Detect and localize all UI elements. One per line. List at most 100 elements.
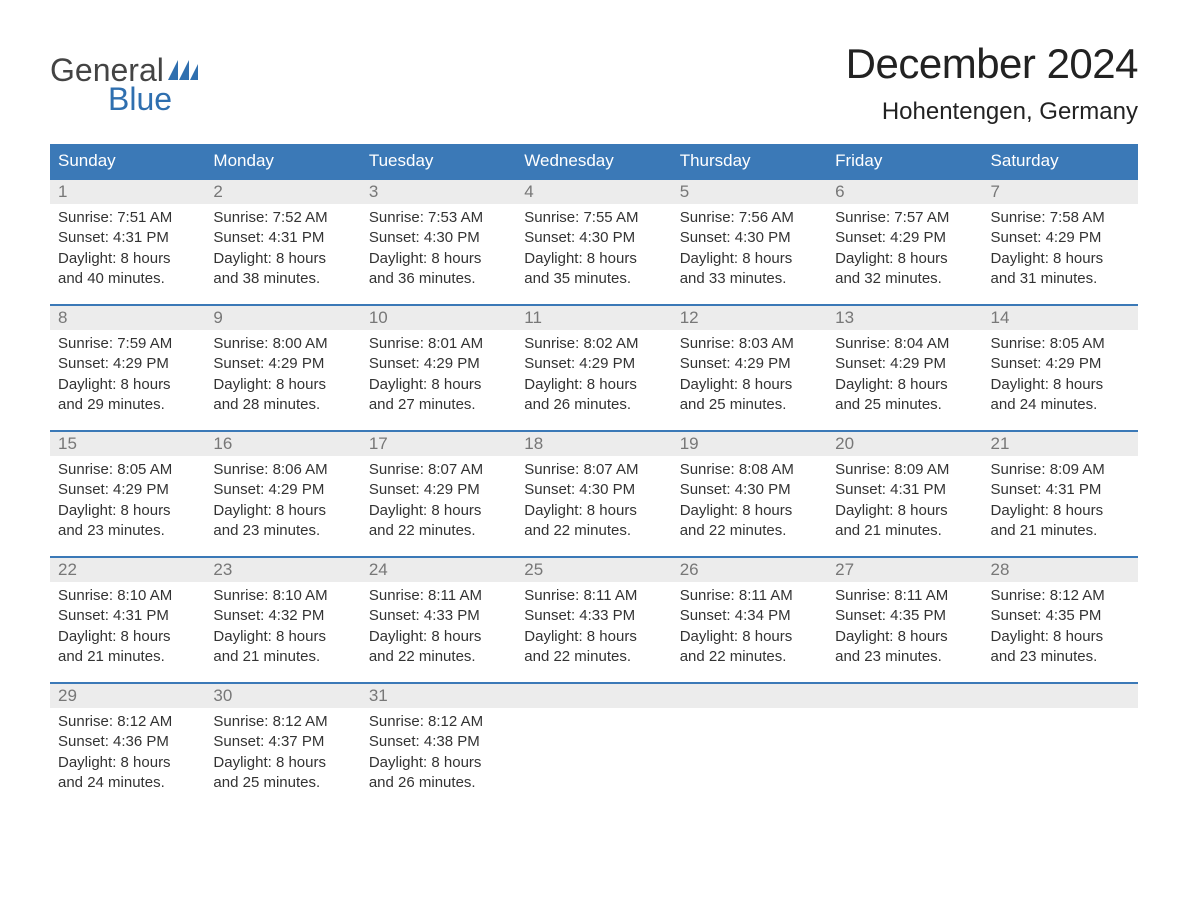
day-details: Sunrise: 8:04 AMSunset: 4:29 PMDaylight:… [827, 330, 982, 425]
day-details: Sunrise: 7:59 AMSunset: 4:29 PMDaylight:… [50, 330, 205, 425]
sunrise-text: Sunrise: 8:00 AM [213, 334, 352, 354]
day-details: Sunrise: 7:55 AMSunset: 4:30 PMDaylight:… [516, 204, 671, 299]
day-number-bar: 3 [361, 178, 516, 204]
day-number: 29 [50, 684, 205, 708]
sunset-text: Sunset: 4:29 PM [835, 228, 974, 248]
sunset-text: Sunset: 4:29 PM [835, 354, 974, 374]
calendar-cell: 19Sunrise: 8:08 AMSunset: 4:30 PMDayligh… [672, 430, 827, 556]
daylight-line1: Daylight: 8 hours [991, 627, 1130, 647]
day-details: Sunrise: 8:09 AMSunset: 4:31 PMDaylight:… [827, 456, 982, 551]
daylight-line2: and 26 minutes. [524, 395, 663, 415]
day-number-bar: . [672, 682, 827, 708]
sunrise-text: Sunrise: 7:58 AM [991, 208, 1130, 228]
daylight-line1: Daylight: 8 hours [213, 753, 352, 773]
calendar-cell: 6Sunrise: 7:57 AMSunset: 4:29 PMDaylight… [827, 178, 982, 304]
sunrise-text: Sunrise: 8:12 AM [58, 712, 197, 732]
sunset-text: Sunset: 4:30 PM [524, 228, 663, 248]
daylight-line2: and 31 minutes. [991, 269, 1130, 289]
calendar-cell: 30Sunrise: 8:12 AMSunset: 4:37 PMDayligh… [205, 682, 360, 808]
day-details: Sunrise: 8:10 AMSunset: 4:31 PMDaylight:… [50, 582, 205, 677]
daylight-line2: and 36 minutes. [369, 269, 508, 289]
sunset-text: Sunset: 4:33 PM [369, 606, 508, 626]
daylight-line2: and 22 minutes. [369, 521, 508, 541]
daylight-line1: Daylight: 8 hours [524, 627, 663, 647]
calendar-cell: 15Sunrise: 8:05 AMSunset: 4:29 PMDayligh… [50, 430, 205, 556]
daylight-line1: Daylight: 8 hours [58, 375, 197, 395]
day-details: Sunrise: 8:11 AMSunset: 4:33 PMDaylight:… [516, 582, 671, 677]
daylight-line1: Daylight: 8 hours [835, 375, 974, 395]
day-number: 3 [361, 180, 516, 204]
day-details: Sunrise: 7:56 AMSunset: 4:30 PMDaylight:… [672, 204, 827, 299]
sunrise-text: Sunrise: 8:12 AM [991, 586, 1130, 606]
sunrise-text: Sunrise: 8:03 AM [680, 334, 819, 354]
day-number: 30 [205, 684, 360, 708]
day-details: Sunrise: 8:00 AMSunset: 4:29 PMDaylight:… [205, 330, 360, 425]
sunset-text: Sunset: 4:29 PM [680, 354, 819, 374]
calendar-cell: . [983, 682, 1138, 808]
sunset-text: Sunset: 4:38 PM [369, 732, 508, 752]
calendar-cell: 4Sunrise: 7:55 AMSunset: 4:30 PMDaylight… [516, 178, 671, 304]
daylight-line1: Daylight: 8 hours [835, 249, 974, 269]
day-number: 27 [827, 558, 982, 582]
day-number: 13 [827, 306, 982, 330]
day-number-bar: 25 [516, 556, 671, 582]
col-tue: Tuesday [361, 144, 516, 178]
day-details: Sunrise: 8:05 AMSunset: 4:29 PMDaylight:… [983, 330, 1138, 425]
calendar-cell: 3Sunrise: 7:53 AMSunset: 4:30 PMDaylight… [361, 178, 516, 304]
sunset-text: Sunset: 4:29 PM [369, 354, 508, 374]
daylight-line2: and 23 minutes. [835, 647, 974, 667]
sunset-text: Sunset: 4:33 PM [524, 606, 663, 626]
day-number: 10 [361, 306, 516, 330]
sunrise-text: Sunrise: 7:56 AM [680, 208, 819, 228]
daylight-line2: and 21 minutes. [991, 521, 1130, 541]
sunset-text: Sunset: 4:32 PM [213, 606, 352, 626]
day-number: 15 [50, 432, 205, 456]
daylight-line2: and 22 minutes. [369, 647, 508, 667]
sunset-text: Sunset: 4:29 PM [369, 480, 508, 500]
day-details: Sunrise: 8:11 AMSunset: 4:35 PMDaylight:… [827, 582, 982, 677]
calendar-row: 22Sunrise: 8:10 AMSunset: 4:31 PMDayligh… [50, 556, 1138, 682]
day-number-bar: 22 [50, 556, 205, 582]
col-mon: Monday [205, 144, 360, 178]
daylight-line1: Daylight: 8 hours [213, 249, 352, 269]
calendar-cell: . [672, 682, 827, 808]
day-number-bar: 24 [361, 556, 516, 582]
daylight-line1: Daylight: 8 hours [58, 627, 197, 647]
sunset-text: Sunset: 4:34 PM [680, 606, 819, 626]
calendar-cell: 2Sunrise: 7:52 AMSunset: 4:31 PMDaylight… [205, 178, 360, 304]
calendar-cell: 10Sunrise: 8:01 AMSunset: 4:29 PMDayligh… [361, 304, 516, 430]
daylight-line1: Daylight: 8 hours [524, 249, 663, 269]
col-thu: Thursday [672, 144, 827, 178]
sunset-text: Sunset: 4:31 PM [991, 480, 1130, 500]
daylight-line2: and 28 minutes. [213, 395, 352, 415]
calendar-cell: 22Sunrise: 8:10 AMSunset: 4:31 PMDayligh… [50, 556, 205, 682]
calendar-cell: 8Sunrise: 7:59 AMSunset: 4:29 PMDaylight… [50, 304, 205, 430]
day-details: Sunrise: 8:06 AMSunset: 4:29 PMDaylight:… [205, 456, 360, 551]
daylight-line1: Daylight: 8 hours [369, 753, 508, 773]
sunrise-text: Sunrise: 8:11 AM [524, 586, 663, 606]
day-details: Sunrise: 8:11 AMSunset: 4:34 PMDaylight:… [672, 582, 827, 677]
sunset-text: Sunset: 4:30 PM [680, 480, 819, 500]
day-details: Sunrise: 8:09 AMSunset: 4:31 PMDaylight:… [983, 456, 1138, 551]
day-number: 7 [983, 180, 1138, 204]
day-number: 11 [516, 306, 671, 330]
header: General Blue December 2024 Hohentengen, … [50, 40, 1138, 126]
day-number: 14 [983, 306, 1138, 330]
day-number-bar: 18 [516, 430, 671, 456]
day-number: 21 [983, 432, 1138, 456]
daylight-line1: Daylight: 8 hours [991, 375, 1130, 395]
calendar-cell: 7Sunrise: 7:58 AMSunset: 4:29 PMDaylight… [983, 178, 1138, 304]
daylight-line1: Daylight: 8 hours [369, 501, 508, 521]
daylight-line2: and 25 minutes. [213, 773, 352, 793]
day-number-bar: 1 [50, 178, 205, 204]
day-number: 26 [672, 558, 827, 582]
daylight-line2: and 25 minutes. [680, 395, 819, 415]
day-details: Sunrise: 8:02 AMSunset: 4:29 PMDaylight:… [516, 330, 671, 425]
calendar-table: Sunday Monday Tuesday Wednesday Thursday… [50, 144, 1138, 808]
day-number-bar: . [827, 682, 982, 708]
day-details: Sunrise: 8:10 AMSunset: 4:32 PMDaylight:… [205, 582, 360, 677]
daylight-line1: Daylight: 8 hours [213, 627, 352, 647]
calendar-cell: . [516, 682, 671, 808]
logo-word-blue: Blue [108, 81, 198, 118]
sunrise-text: Sunrise: 7:55 AM [524, 208, 663, 228]
